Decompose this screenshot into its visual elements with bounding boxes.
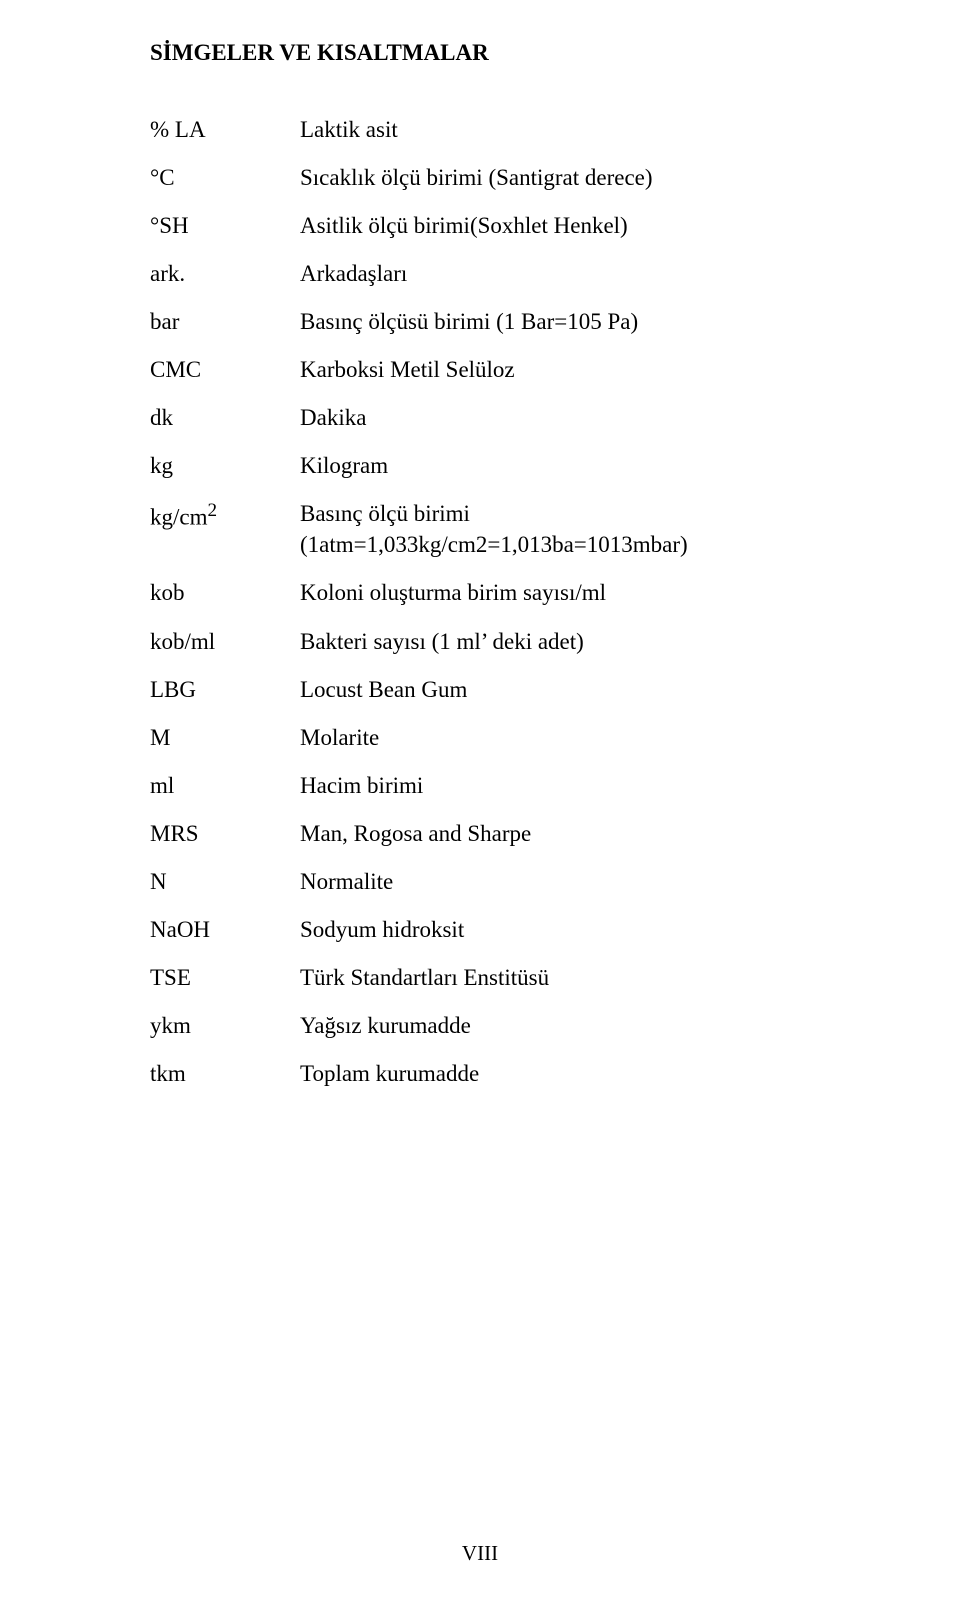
definition-cell: Sodyum hidroksit [300,914,850,962]
table-row: kobKoloni oluşturma birim sayısı/ml [150,577,850,625]
term-cell: MRS [150,818,300,866]
term-cell: CMC [150,354,300,402]
table-row: TSETürk Standartları Enstitüsü [150,962,850,1010]
term-cell: kob [150,577,300,625]
definition-cell: Karboksi Metil Selüloz [300,354,850,402]
term-cell: ml [150,770,300,818]
term-cell: N [150,866,300,914]
definition-cell: Koloni oluşturma birim sayısı/ml [300,577,850,625]
table-row: kgKilogram [150,450,850,498]
page-number: VIII [0,1541,960,1566]
term-cell: ark. [150,258,300,306]
table-row: ykmYağsız kurumadde [150,1010,850,1058]
term-cell: °C [150,162,300,210]
definition-cell: Arkadaşları [300,258,850,306]
definition-cell: Locust Bean Gum [300,674,850,722]
term-cell: tkm [150,1058,300,1106]
definition-cell: Molarite [300,722,850,770]
definition-cell: Türk Standartları Enstitüsü [300,962,850,1010]
term-cell: bar [150,306,300,354]
term-cell: kg [150,450,300,498]
definition-cell: Dakika [300,402,850,450]
definition-cell: Basınç ölçü birimi (1atm=1,033kg/cm2=1,0… [300,498,850,577]
term-cell: dk [150,402,300,450]
definition-cell: Normalite [300,866,850,914]
table-row: dkDakika [150,402,850,450]
table-row: LBGLocust Bean Gum [150,674,850,722]
table-row: NNormalite [150,866,850,914]
term-cell: kob/ml [150,626,300,674]
definition-cell: Asitlik ölçü birimi(Soxhlet Henkel) [300,210,850,258]
table-row: mlHacim birimi [150,770,850,818]
definition-cell: Hacim birimi [300,770,850,818]
table-row: °SHAsitlik ölçü birimi(Soxhlet Henkel) [150,210,850,258]
definitions-tbody: % LALaktik asit°CSıcaklık ölçü birimi (S… [150,114,850,1106]
term-cell: TSE [150,962,300,1010]
definition-cell: Bakteri sayısı (1 ml’ deki adet) [300,626,850,674]
table-row: tkmToplam kurumadde [150,1058,850,1106]
definition-cell: Yağsız kurumadde [300,1010,850,1058]
term-cell: LBG [150,674,300,722]
term-cell: ykm [150,1010,300,1058]
term-cell: % LA [150,114,300,162]
page: SİMGELER VE KISALTMALAR % LALaktik asit°… [0,0,960,1618]
table-row: kg/cm2Basınç ölçü birimi (1atm=1,033kg/c… [150,498,850,577]
page-title: SİMGELER VE KISALTMALAR [150,40,850,66]
definition-cell: Man, Rogosa and Sharpe [300,818,850,866]
table-row: °CSıcaklık ölçü birimi (Santigrat derece… [150,162,850,210]
definition-cell: Basınç ölçüsü birimi (1 Bar=105 Pa) [300,306,850,354]
definition-cell: Toplam kurumadde [300,1058,850,1106]
definition-cell: Kilogram [300,450,850,498]
term-cell: M [150,722,300,770]
term-cell: °SH [150,210,300,258]
table-row: ark.Arkadaşları [150,258,850,306]
table-row: kob/mlBakteri sayısı (1 ml’ deki adet) [150,626,850,674]
definition-cell: Laktik asit [300,114,850,162]
table-row: % LALaktik asit [150,114,850,162]
table-row: CMCKarboksi Metil Selüloz [150,354,850,402]
definitions-table: % LALaktik asit°CSıcaklık ölçü birimi (S… [150,114,850,1106]
term-cell: kg/cm2 [150,498,300,577]
table-row: barBasınç ölçüsü birimi (1 Bar=105 Pa) [150,306,850,354]
table-row: NaOHSodyum hidroksit [150,914,850,962]
definition-cell: Sıcaklık ölçü birimi (Santigrat derece) [300,162,850,210]
term-cell: NaOH [150,914,300,962]
table-row: MRSMan, Rogosa and Sharpe [150,818,850,866]
table-row: MMolarite [150,722,850,770]
